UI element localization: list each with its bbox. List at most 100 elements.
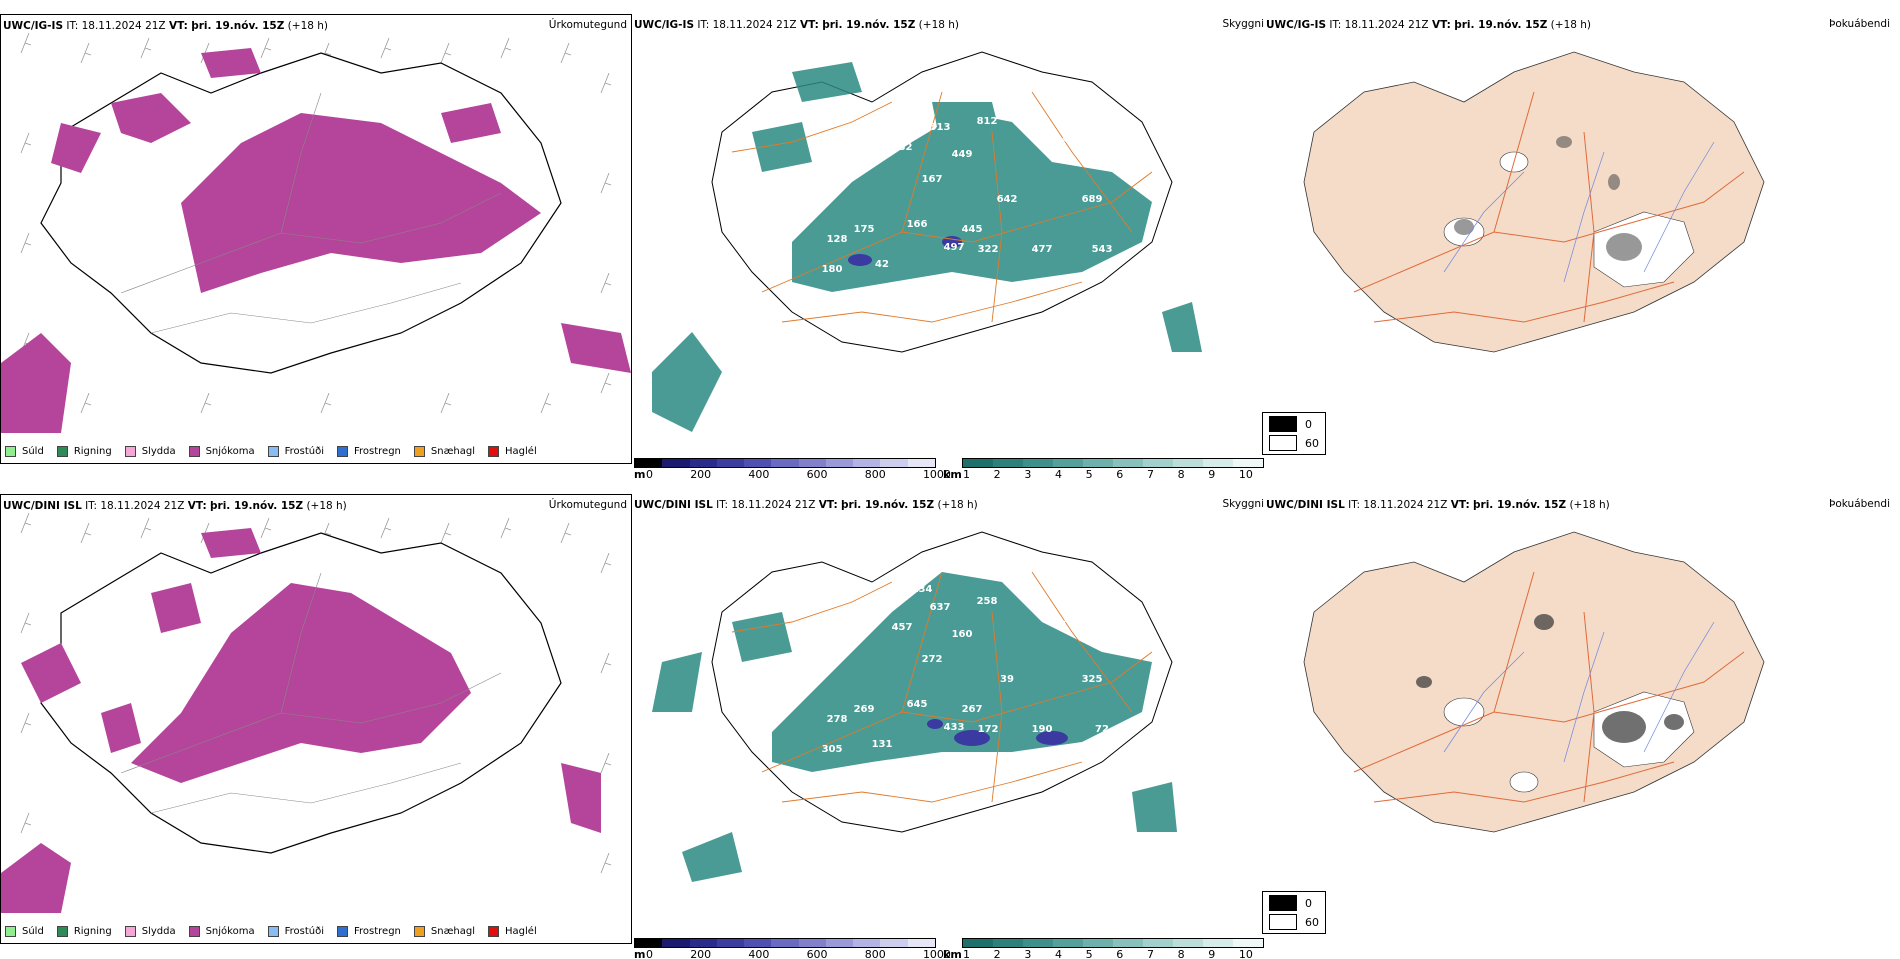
colorbar-segment: [1083, 939, 1113, 947]
cloud-top-label: 167: [922, 174, 943, 185]
cloud-top-label: 39: [1000, 674, 1014, 685]
colorbar-segment: [1053, 459, 1083, 467]
fog-legend: 0 60: [1262, 412, 1326, 455]
visibility-colorbar: [962, 938, 1264, 948]
cloud-panel-1: UWC/IG-IS IT: 18.11.2024 21Z VT: þri. 19…: [632, 14, 1264, 479]
cloud-top-label: 278: [827, 714, 848, 725]
colorbar-segment: [662, 939, 690, 947]
colorbar-segment: [1113, 459, 1143, 467]
cloud-top-label: 382: [1062, 614, 1083, 625]
colorbar-segment: [1203, 939, 1233, 947]
height-ticks: 0 200 400 600 800 1000: [646, 468, 951, 479]
colorbar-segment: [1113, 939, 1143, 947]
fog-map: [1303, 531, 1765, 833]
fog-legend-swatch: [1269, 435, 1297, 451]
legend-swatch: [337, 926, 348, 937]
panel-header: UWC/IG-IS IT: 18.11.2024 21Z VT: þri. 19…: [634, 19, 960, 31]
tick-label: 4: [1054, 468, 1062, 479]
fog-legend: 0 60: [1262, 891, 1326, 934]
legend-swatch: [5, 446, 16, 457]
height-colorbar: [634, 458, 936, 468]
cloud-top-label: 513: [930, 122, 951, 133]
cloud-top-label: 190: [1032, 724, 1053, 735]
tick-label: 9: [1208, 468, 1216, 479]
cloud-top-label: 305: [822, 744, 843, 755]
legend-label: Rigning: [73, 446, 112, 457]
colorbar-segment: [1023, 459, 1053, 467]
tick-label: 0: [646, 468, 653, 479]
legend-item: Frostregn: [337, 926, 401, 937]
tick-label: 1000: [922, 468, 951, 479]
wind-barbs: [20, 33, 612, 414]
colorbar-segment: [662, 459, 690, 467]
legend-item: Slydda: [124, 926, 176, 937]
colorbar-segment: [635, 939, 663, 947]
colorbar-segment: [880, 939, 908, 947]
panel-title: Skyggni: [1222, 498, 1265, 510]
colorbar-segment: [744, 459, 772, 467]
cloud-top-label: 172: [978, 724, 999, 735]
colorbar-segment: [771, 459, 799, 467]
colorbar-segment: [963, 939, 993, 947]
fog-legend-label: 60: [1305, 436, 1319, 450]
cloud-top-label: 433: [944, 722, 965, 733]
cloud-top-label: 166: [907, 219, 928, 230]
cloud-top-label: 325: [1082, 674, 1103, 685]
fog-legend-swatch: [1269, 416, 1297, 432]
colorbar-segment: [1053, 939, 1083, 947]
cloud-top-label: 272: [922, 654, 943, 665]
tick-label: 1: [963, 468, 970, 479]
rivers: [1443, 141, 1715, 283]
colorbar-segment: [825, 939, 854, 947]
legend-label: Snjókoma: [205, 926, 255, 937]
colorbar-segment: [716, 459, 745, 467]
colorbar-segment: [1233, 459, 1263, 467]
cloud-top-label: 543: [1092, 244, 1113, 255]
legend-swatch: [337, 446, 348, 457]
cloud-top-label: 175: [854, 224, 875, 235]
cloud-top-label: 258: [977, 596, 998, 607]
colorbar-segment: [744, 939, 772, 947]
panel-header: UWC/IG-IS IT: 18.11.2024 21Z VT: þri. 19…: [3, 20, 329, 32]
legend-swatch: [267, 926, 279, 937]
fog-panel-2: UWC/DINI ISL IT: 18.11.2024 21Z VT: þri.…: [1264, 494, 1896, 959]
cloud-top-label: 445: [962, 224, 983, 235]
cloud-top-label: 497: [944, 242, 965, 253]
legend-label: Frostregn: [354, 926, 401, 937]
precip-panel-1: UWC/IG-IS IT: 18.11.2024 21Z VT: þri. 19…: [0, 14, 632, 464]
cloud-top-label: 581: [877, 599, 898, 610]
legend-label: Frostúði: [284, 446, 324, 457]
tick-label: 400: [748, 468, 770, 479]
cloud-top-label: 645: [907, 699, 928, 710]
cloud-top-label: 449: [952, 149, 973, 160]
cloud-top-label: 322: [978, 244, 999, 255]
cloud-map: 134 581 637 258 457 160 272 39 382 351 645 267 325 27…: [652, 531, 1177, 882]
tick-label: 6: [1116, 468, 1124, 479]
fog-legend-item: 60: [1269, 435, 1319, 451]
fog-map: [1303, 51, 1765, 353]
legend-item: Haglél: [488, 446, 537, 457]
visibility-ticks: 1 2 3 4 5 6 7 8 9 10: [963, 468, 1253, 479]
cloud-top-label: 642: [997, 194, 1018, 205]
fog-legend-swatch: [1269, 895, 1297, 911]
iceland-land: [1303, 51, 1765, 353]
cloud-top-label: 42: [875, 259, 889, 270]
rivers: [1443, 621, 1715, 763]
panel-header: UWC/IG-IS IT: 18.11.2024 21Z VT: þri. 19…: [1266, 19, 1592, 31]
legend-swatch: [56, 926, 68, 937]
cloud-top-label: 351: [782, 689, 803, 700]
colorbar-segment: [1083, 459, 1113, 467]
legend-item: Snæhagl: [413, 446, 476, 457]
legend-label: Haglél: [505, 446, 537, 457]
roads: [120, 92, 502, 334]
legend-label: Snæhagl: [430, 926, 476, 937]
cloud-top-label: 267: [962, 704, 983, 715]
fog-legend-label: 0: [1305, 896, 1312, 910]
panel-header: UWC/DINI ISL IT: 18.11.2024 21Z VT: þri.…: [634, 499, 978, 511]
tick-label: 200: [690, 468, 712, 479]
legend-swatch: [124, 926, 136, 937]
legend-label: Snæhagl: [430, 446, 476, 457]
precip-map: [1, 33, 631, 433]
fog-legend-item: 0: [1269, 895, 1319, 911]
cloud-top-label: 408: [1062, 134, 1083, 145]
